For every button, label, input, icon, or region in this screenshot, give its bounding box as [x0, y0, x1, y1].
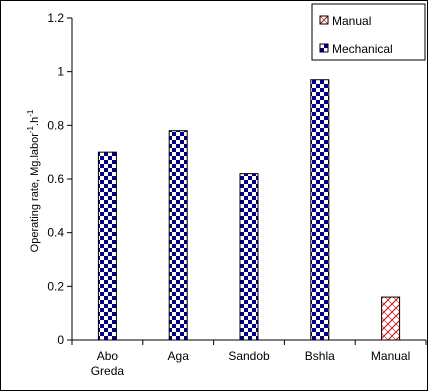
legend: Manual Mechanical [311, 3, 426, 61]
y-tick-label: 1 [57, 65, 64, 79]
legend-label-manual: Manual [332, 14, 371, 28]
bar-mechanical-1 [168, 130, 188, 341]
legend-swatch-manual [319, 15, 329, 25]
x-tick-label: Manual [371, 349, 410, 363]
legend-box [311, 3, 426, 61]
y-tick-label: 0.4 [47, 226, 64, 240]
bars-group [97, 79, 401, 341]
bar-mechanical-3 [310, 79, 330, 341]
x-tick-label: Abo Greda [91, 349, 125, 378]
legend-label-mechanical: Mechanical [332, 42, 393, 56]
x-tick-label: Sandob [228, 349, 270, 363]
legend-swatch-mechanical [319, 43, 329, 53]
ylabel-sup-2: -1 [26, 109, 35, 117]
y-tick-label: 0 [57, 333, 64, 347]
y-tick-label: 0.2 [47, 279, 64, 293]
ylabel-sup-1: -1 [26, 125, 35, 133]
x-axis: Abo Greda Aga Sandob Bshla Manual [71, 339, 427, 378]
bar-mechanical-2 [239, 173, 259, 341]
y-tick-label: 1.2 [47, 11, 64, 25]
x-tick-label: Bshla [305, 349, 335, 363]
bar-mechanical-0 [97, 151, 117, 341]
bar-manual-4 [381, 296, 401, 341]
y-axis-title: Operating rate, Mg.labor-1.h-1 [26, 109, 41, 252]
x-tick-label: Aga [168, 349, 190, 363]
y-tick-label: 0.8 [47, 118, 64, 132]
y-tick-label: 0.6 [47, 172, 64, 186]
y-axis: 0 0.2 0.4 0.6 0.8 1 1.2 [47, 11, 73, 347]
